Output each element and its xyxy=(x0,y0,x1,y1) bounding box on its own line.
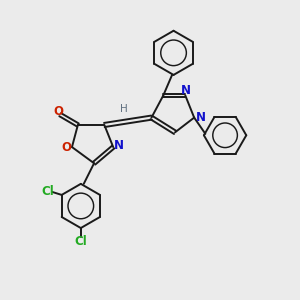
Text: Cl: Cl xyxy=(41,185,54,199)
Text: N: N xyxy=(196,111,206,124)
Text: N: N xyxy=(181,84,191,97)
Text: Cl: Cl xyxy=(74,235,87,248)
Text: O: O xyxy=(62,141,72,154)
Text: H: H xyxy=(120,104,128,114)
Text: N: N xyxy=(113,139,124,152)
Text: O: O xyxy=(54,105,64,118)
